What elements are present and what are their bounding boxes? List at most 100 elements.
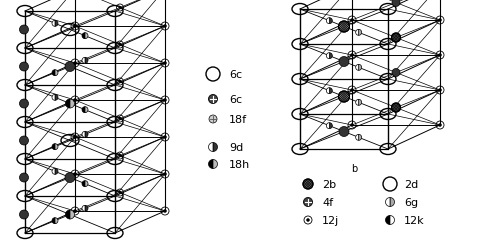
Text: 6c: 6c [229,94,242,104]
Circle shape [392,69,400,77]
Wedge shape [327,88,329,94]
Circle shape [20,136,28,145]
Circle shape [391,34,401,43]
Circle shape [438,20,441,22]
Wedge shape [209,143,213,152]
Wedge shape [385,216,390,224]
Circle shape [20,173,28,182]
Wedge shape [52,144,55,150]
Wedge shape [82,34,85,40]
Wedge shape [358,30,362,36]
Wedge shape [82,206,85,212]
Circle shape [65,173,75,183]
Circle shape [209,116,217,124]
Wedge shape [213,143,218,152]
Wedge shape [85,58,88,64]
Circle shape [119,155,121,157]
Text: 18f: 18f [229,114,247,124]
Wedge shape [52,218,55,224]
Wedge shape [82,107,85,113]
Circle shape [65,62,75,72]
Circle shape [20,100,28,108]
Wedge shape [55,144,58,150]
Circle shape [20,26,28,35]
Circle shape [74,62,77,65]
Text: 4f: 4f [322,197,333,207]
Wedge shape [329,123,332,129]
Wedge shape [358,100,362,106]
Text: 6c: 6c [229,70,242,80]
Text: 9d: 9d [229,142,243,152]
Circle shape [351,89,354,92]
Wedge shape [65,100,70,108]
Circle shape [303,179,313,189]
Circle shape [351,54,354,57]
Wedge shape [355,65,358,71]
Wedge shape [85,34,88,40]
Wedge shape [355,100,358,106]
Circle shape [74,136,77,139]
Circle shape [303,198,312,207]
Wedge shape [70,210,75,219]
Circle shape [438,124,441,127]
Wedge shape [55,21,58,27]
Wedge shape [65,210,70,219]
Circle shape [351,124,354,127]
Circle shape [20,210,28,219]
Circle shape [438,89,441,92]
Circle shape [338,22,350,33]
Wedge shape [327,54,329,60]
Wedge shape [355,30,358,36]
Wedge shape [329,18,332,24]
Circle shape [74,173,77,176]
Circle shape [209,95,218,104]
Circle shape [74,26,77,29]
Wedge shape [82,132,85,138]
Wedge shape [85,206,88,212]
Wedge shape [52,70,55,76]
Wedge shape [82,181,85,187]
Wedge shape [327,123,329,129]
Wedge shape [70,100,75,108]
Wedge shape [390,216,394,224]
Wedge shape [358,65,362,71]
Circle shape [74,210,77,213]
Circle shape [351,20,354,22]
Circle shape [438,54,441,57]
Wedge shape [85,181,88,187]
Circle shape [119,118,121,120]
Wedge shape [213,160,218,169]
Wedge shape [52,95,55,101]
Text: 2b: 2b [322,179,336,189]
Wedge shape [85,132,88,138]
Wedge shape [85,107,88,113]
Wedge shape [329,88,332,94]
Wedge shape [55,70,58,76]
Circle shape [391,104,401,112]
Circle shape [306,219,309,222]
Wedge shape [52,21,55,27]
Circle shape [119,7,121,10]
Wedge shape [385,198,390,207]
Circle shape [119,81,121,83]
Wedge shape [52,169,55,175]
Circle shape [164,62,166,65]
Text: 12j: 12j [322,215,339,225]
Wedge shape [55,169,58,175]
Circle shape [339,127,349,137]
Wedge shape [358,135,362,141]
Circle shape [392,0,400,8]
Circle shape [20,63,28,72]
Circle shape [164,136,166,139]
Wedge shape [329,54,332,60]
Circle shape [119,192,121,194]
Text: 6g: 6g [404,197,418,207]
Circle shape [164,210,166,213]
Circle shape [164,26,166,29]
Text: 12k: 12k [404,215,425,225]
Text: 2d: 2d [404,179,418,189]
Circle shape [119,44,121,46]
Wedge shape [209,160,213,169]
Text: b: b [351,163,357,173]
Wedge shape [327,18,329,24]
